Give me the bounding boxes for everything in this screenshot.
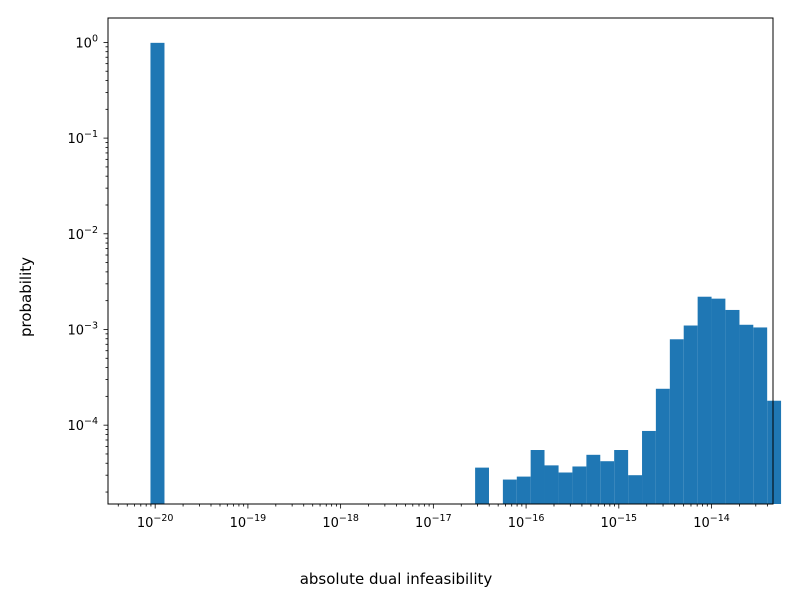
- histogram-bar-6: [558, 472, 573, 504]
- x-tick-label: 10−17: [415, 513, 452, 531]
- histogram-bar-5: [544, 465, 559, 504]
- histogram-bar-11: [628, 475, 643, 504]
- histogram-bar-12: [642, 430, 656, 504]
- histogram-bar-4: [530, 450, 545, 504]
- y-tick-label: 100: [75, 33, 98, 51]
- histogram-bar-15: [683, 325, 698, 504]
- plot-frame: [107, 17, 774, 505]
- x-tick-label: 10−15: [601, 513, 638, 531]
- y-axis-label: probability: [17, 257, 35, 337]
- x-tick-label: 10−18: [322, 513, 359, 531]
- histogram-bar-14: [669, 339, 684, 504]
- histogram-bar-17: [711, 298, 726, 504]
- x-axis: 10−20 10−19 10−18 10−17 10−16 10−15 10−14: [117, 504, 768, 531]
- histogram-bar-2: [502, 479, 517, 504]
- histogram-bar-16: [697, 296, 712, 504]
- histogram-bar-0: [150, 42, 165, 505]
- y-tick-label: 10−4: [67, 416, 98, 434]
- x-axis-label: absolute dual infeasibility: [300, 570, 493, 588]
- x-tick-label: 10−20: [137, 513, 174, 531]
- y-tick-label: 10−1: [67, 129, 98, 147]
- histogram-bar-19: [739, 324, 754, 504]
- y-axis: 10−4 10−3 10−2 10−1 100: [67, 33, 108, 493]
- y-tick-label: 10−3: [67, 320, 98, 338]
- y-tick-label: 10−2: [67, 225, 98, 243]
- histogram-bar-13: [655, 388, 670, 504]
- histogram-bar-8: [586, 454, 601, 504]
- x-tick-label: 10−16: [508, 513, 545, 531]
- histogram-bar-21: [767, 400, 782, 504]
- x-tick-label: 10−14: [693, 513, 730, 531]
- histogram-bar-18: [725, 309, 740, 504]
- histogram-bar-1: [475, 467, 489, 504]
- histogram-bar-20: [753, 327, 768, 504]
- histogram-bar-7: [572, 466, 587, 504]
- bars-layer: [150, 42, 782, 505]
- x-tick-label: 10−19: [230, 513, 267, 531]
- histogram-bar-3: [516, 476, 531, 504]
- histogram-bar-9: [600, 461, 615, 504]
- histogram-bar-10: [614, 450, 629, 504]
